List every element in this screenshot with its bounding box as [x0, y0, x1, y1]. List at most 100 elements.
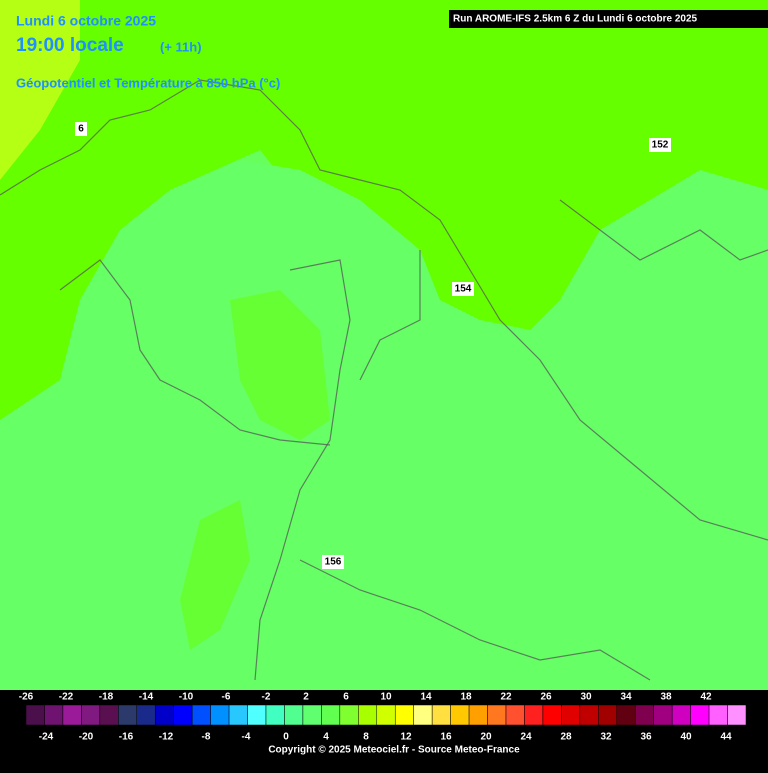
legend-tick-label: 34 — [620, 692, 632, 703]
legend-swatch — [210, 704, 230, 726]
border — [299, 559, 651, 681]
legend-swatch — [413, 704, 433, 726]
border — [254, 259, 351, 681]
legend-tick-label: 2 — [303, 692, 309, 703]
legend-swatch — [727, 704, 747, 726]
date: Lundi 6 octobre 2025 — [16, 13, 156, 29]
legend-swatch — [247, 704, 267, 726]
legend-swatch — [634, 704, 654, 726]
legend-swatch — [598, 704, 618, 726]
legend-tick-label: 22 — [500, 692, 512, 703]
legend-tick-label: 12 — [400, 732, 412, 743]
legend-swatch — [265, 704, 285, 726]
legend-tick-label: -16 — [119, 732, 134, 743]
warmer-field — [0, 0, 80, 180]
legend-swatch — [542, 704, 562, 726]
legend-tick-label: -26 — [19, 692, 34, 703]
legend-swatch — [81, 704, 101, 726]
contour-label: 152 — [652, 140, 669, 151]
legend-swatch — [708, 704, 728, 726]
copyright: Copyright © 2025 Meteociel.fr - Source M… — [268, 745, 520, 756]
contour-label: 154 — [455, 284, 472, 295]
legend-tick-label: 14 — [420, 692, 432, 703]
legend-swatch — [284, 704, 304, 726]
legend-swatch — [154, 704, 174, 726]
contour-label-box — [322, 555, 344, 569]
legend-swatch — [302, 704, 322, 726]
legend-swatch — [487, 704, 507, 726]
warm-patch — [230, 290, 330, 440]
legend-swatch — [191, 704, 211, 726]
legend-swatch — [339, 704, 359, 726]
legend-background — [0, 690, 768, 768]
legend-tick-label: 24 — [520, 732, 532, 743]
legend-swatch — [524, 704, 544, 726]
legend-swatch — [376, 704, 396, 726]
legend-tick-label: 38 — [660, 692, 672, 703]
legend-tick-label: 40 — [680, 732, 692, 743]
legend-swatch — [173, 704, 193, 726]
lead-time: (+ 11h) — [160, 39, 202, 54]
legend-tick-label: 0 — [283, 732, 289, 743]
legend-tick-label: 20 — [480, 732, 492, 743]
time: 19:00 locale — [16, 35, 124, 56]
legend-tick-label: -24 — [39, 732, 54, 743]
run-info: Run AROME-IFS 2.5km 6 Z du Lundi 6 octob… — [453, 14, 698, 25]
legend-swatch — [616, 704, 636, 726]
border — [0, 79, 768, 541]
legend-swatch — [468, 704, 488, 726]
legend-swatch — [394, 704, 414, 726]
legend-tick-label: -10 — [179, 692, 194, 703]
legend: -26 -22 -18 -14 -10 -6 -2 2 6 10 14 18 22 26 30 34 38 42-… — [19, 692, 747, 743]
field-title: Géopotentiel et Température à 850 hPa (°… — [16, 75, 280, 90]
legend-tick-label: -6 — [222, 692, 231, 703]
legend-swatch — [44, 704, 64, 726]
legend-swatch — [671, 704, 691, 726]
legend-swatch — [450, 704, 470, 726]
legend-swatch — [431, 704, 451, 726]
legend-tick-label: -8 — [202, 732, 211, 743]
legend-swatch — [136, 704, 156, 726]
legend-tick-label: 4 — [323, 732, 329, 743]
legend-tick-label: -12 — [159, 732, 174, 743]
run-box — [449, 10, 768, 28]
border — [559, 199, 768, 261]
legend-tick-label: 30 — [580, 692, 592, 703]
legend-swatch — [321, 704, 341, 726]
contour-label-box — [75, 122, 87, 136]
legend-swatch — [25, 704, 45, 726]
legend-tick-label: -14 — [139, 692, 154, 703]
warm-patch — [180, 500, 250, 650]
legend-tick-label: 44 — [720, 732, 732, 743]
legend-swatch — [690, 704, 710, 726]
legend-tick-label: -20 — [79, 732, 94, 743]
legend-swatch — [62, 704, 82, 726]
legend-swatch — [228, 704, 248, 726]
legend-tick-label: -18 — [99, 692, 114, 703]
legend-swatch — [99, 704, 119, 726]
legend-tick-label: -2 — [262, 692, 271, 703]
legend-swatch — [505, 704, 525, 726]
contour-label-box — [452, 282, 474, 296]
legend-tick-label: 36 — [640, 732, 652, 743]
legend-tick-label: 28 — [560, 732, 572, 743]
border — [59, 259, 331, 446]
legend-tick-label: 10 — [380, 692, 392, 703]
legend-tick-label: 18 — [460, 692, 472, 703]
legend-tick-label: 16 — [440, 732, 452, 743]
legend-tick-label: 32 — [600, 732, 612, 743]
legend-swatch — [579, 704, 599, 726]
legend-tick-label: 42 — [700, 692, 712, 703]
contour-label-box — [649, 138, 671, 152]
contour-label: 156 — [325, 557, 342, 568]
legend-swatch — [118, 704, 138, 726]
border — [359, 250, 421, 381]
legend-tick-label: 26 — [540, 692, 552, 703]
warm-field — [0, 0, 768, 420]
legend-swatch — [358, 704, 378, 726]
legend-swatch — [653, 704, 673, 726]
legend-tick-label: 6 — [343, 692, 349, 703]
contour-label: 6 — [78, 124, 84, 135]
legend-tick-label: -4 — [242, 732, 251, 743]
